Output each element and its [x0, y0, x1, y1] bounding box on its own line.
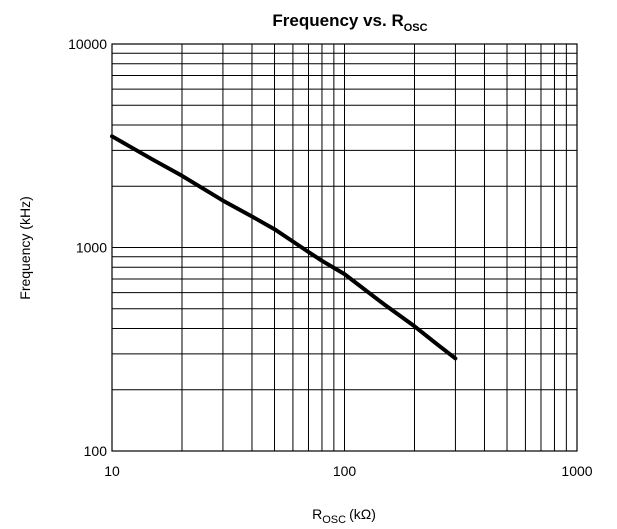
x-tick-labels: 10 100 1000 [104, 463, 593, 479]
plot-frame [111, 43, 578, 452]
x-tick-label: 10 [104, 463, 120, 479]
chart-title-subscript: OSC [404, 22, 428, 34]
x-axis-label-subscript: OSC [322, 514, 346, 526]
y-tick-label: 10000 [68, 36, 107, 52]
y-tick-labels: 100 1000 10000 [68, 36, 107, 459]
y-tick-label: 1000 [76, 240, 107, 256]
y-axis-label: Frequency (kHz) [17, 196, 33, 299]
series-line [110, 134, 458, 361]
chart-title: Frequency vs. ROSC [272, 11, 427, 34]
grid [112, 44, 577, 451]
x-tick-label: 100 [333, 463, 357, 479]
y-tick-label: 100 [84, 443, 108, 459]
x-tick-label: 1000 [561, 463, 592, 479]
x-axis-label: ROSC (kΩ) [312, 506, 376, 526]
